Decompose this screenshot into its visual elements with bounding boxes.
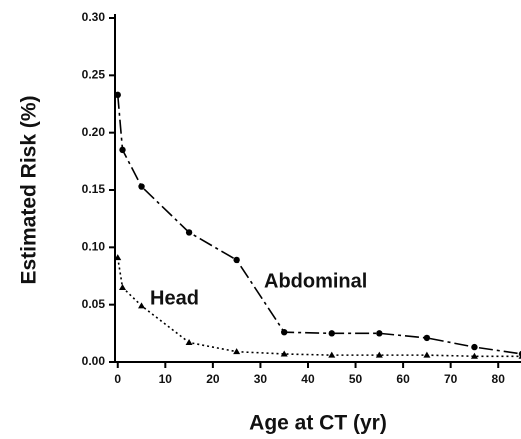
x-axis-title: Age at CT (yr)	[249, 412, 387, 435]
y-tick-label: 0.20	[82, 125, 106, 139]
x-tick-label: 40	[301, 372, 315, 386]
x-tick-label: 50	[349, 372, 363, 386]
marker	[138, 183, 145, 190]
y-axis-title: Estimated Risk (%)	[18, 95, 41, 284]
marker	[233, 348, 241, 355]
marker	[328, 351, 336, 358]
marker	[114, 91, 121, 99]
x-tick-label: 60	[396, 372, 410, 386]
marker	[119, 283, 127, 290]
marker	[423, 334, 431, 342]
y-tick-label: 0.30	[82, 10, 106, 24]
marker	[328, 330, 335, 337]
series-label: Head	[150, 287, 199, 309]
y-tick-label: 0.25	[82, 68, 106, 82]
x-tick-label: 30	[254, 372, 268, 386]
marker	[138, 302, 146, 309]
marker	[185, 229, 193, 236]
x-tick-label: 70	[444, 372, 458, 386]
x-tick-label: 10	[159, 372, 173, 386]
marker	[471, 343, 478, 351]
marker	[114, 254, 122, 261]
marker	[375, 351, 383, 358]
marker	[376, 330, 383, 337]
x-tick-label: 80	[492, 372, 506, 386]
marker	[518, 354, 521, 359]
marker	[280, 350, 288, 357]
marker	[281, 328, 288, 336]
marker	[470, 352, 478, 359]
y-tick-label: 0.05	[82, 297, 106, 311]
marker	[185, 339, 193, 346]
marker	[423, 351, 431, 358]
marker	[119, 146, 126, 154]
series-label: Abdominal	[264, 270, 367, 292]
x-tick-label: 0	[114, 372, 121, 386]
x-tick-label: 20	[206, 372, 220, 386]
series-line	[116, 94, 521, 355]
y-tick-label: 0.10	[82, 240, 106, 254]
y-tick-label: 0.00	[82, 354, 106, 368]
series-line	[116, 257, 521, 358]
marker	[233, 256, 240, 264]
y-tick-label: 0.15	[82, 182, 106, 196]
